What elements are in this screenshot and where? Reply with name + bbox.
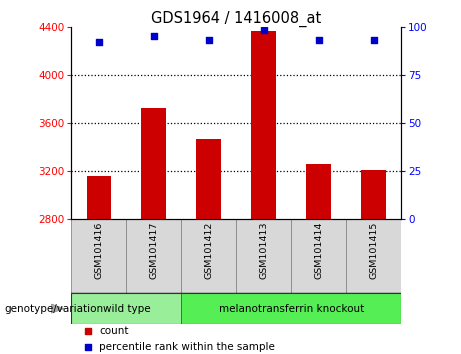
Point	[205, 37, 213, 43]
Bar	[251, 32, 276, 219]
Bar	[236, 219, 291, 293]
Bar	[291, 219, 346, 293]
Point	[260, 28, 267, 33]
Bar	[71, 293, 181, 324]
Bar	[181, 219, 236, 293]
Text: wild type: wild type	[103, 304, 150, 314]
Bar	[126, 219, 181, 293]
Point	[84, 328, 92, 333]
Text: count: count	[100, 326, 129, 336]
Bar	[87, 176, 111, 219]
Bar	[196, 138, 221, 219]
Text: GSM101417: GSM101417	[149, 221, 159, 279]
Bar	[71, 219, 126, 293]
Text: GSM101416: GSM101416	[95, 221, 103, 279]
Text: GSM101412: GSM101412	[204, 221, 213, 279]
Bar	[306, 164, 331, 219]
Title: GDS1964 / 1416008_at: GDS1964 / 1416008_at	[151, 10, 321, 27]
Point	[315, 37, 322, 43]
Point	[150, 33, 158, 39]
Text: GSM101413: GSM101413	[259, 221, 268, 279]
Bar	[361, 170, 386, 219]
Text: percentile rank within the sample: percentile rank within the sample	[100, 342, 275, 352]
Bar	[142, 108, 166, 219]
Text: GSM101414: GSM101414	[314, 221, 323, 279]
Polygon shape	[52, 304, 65, 313]
Text: melanotransferrin knockout: melanotransferrin knockout	[219, 304, 364, 314]
Point	[84, 344, 92, 350]
Text: GSM101415: GSM101415	[369, 221, 378, 279]
Bar	[346, 219, 401, 293]
Bar	[181, 293, 401, 324]
Text: genotype/variation: genotype/variation	[5, 304, 104, 314]
Point	[95, 39, 103, 45]
Point	[370, 37, 377, 43]
